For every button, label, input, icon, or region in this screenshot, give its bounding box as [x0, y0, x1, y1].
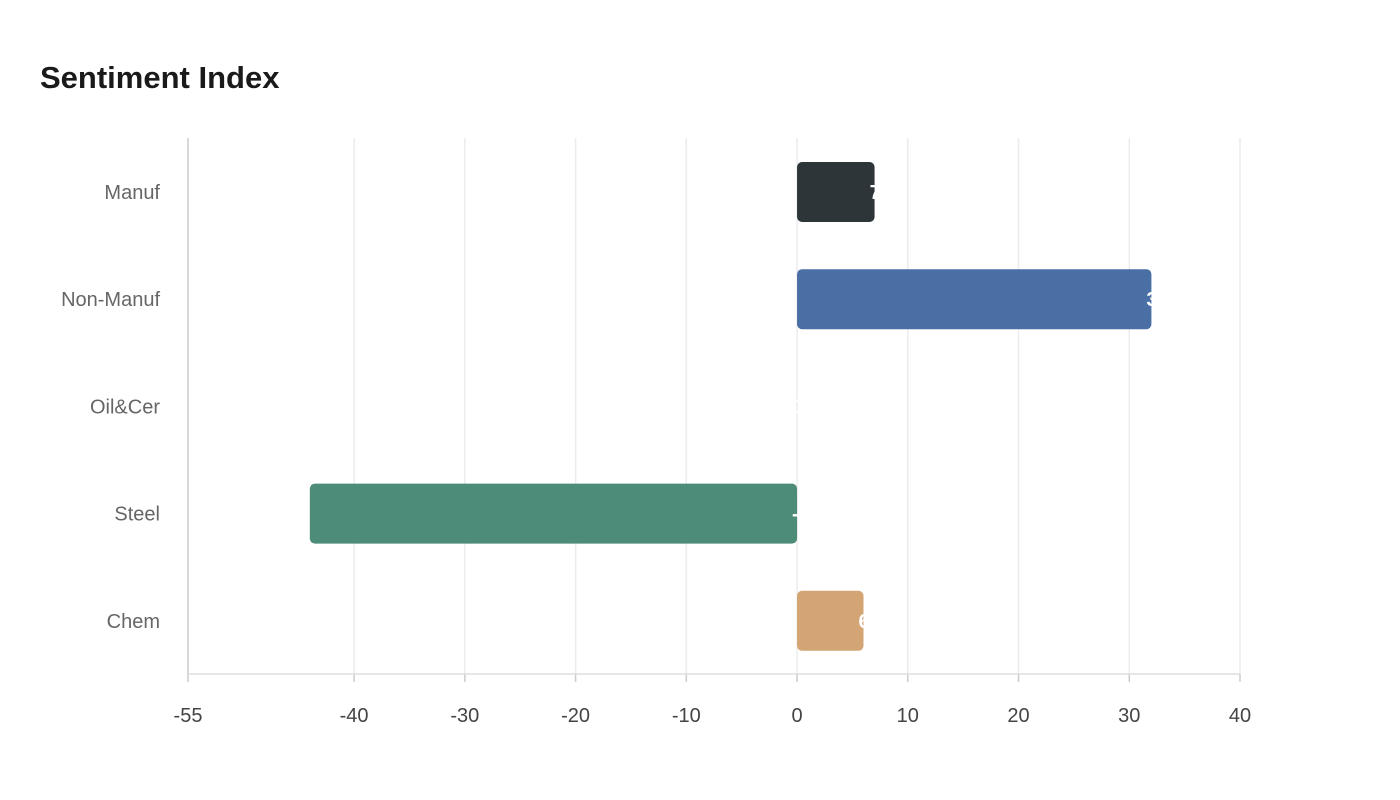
chart-title: Sentiment Index: [40, 60, 280, 95]
data-label: 0: [792, 396, 803, 418]
bar-manuf: [797, 162, 875, 222]
x-tick-label: 10: [897, 705, 919, 727]
y-category-label: Oil&Cer: [90, 396, 160, 418]
bar-steel: [309, 483, 798, 544]
y-category-label: Steel: [114, 504, 160, 526]
y-category-label: Non-Manuf: [61, 289, 160, 311]
y-category-label: Manuf: [104, 182, 160, 204]
x-tick-label: -40: [340, 705, 369, 727]
data-label: 6: [858, 611, 869, 633]
bar-chem: [797, 590, 864, 651]
x-tick-label: 0: [791, 705, 802, 727]
x-tick-label: 40: [1229, 705, 1251, 727]
x-tick-label: -55: [174, 705, 203, 727]
data-label: 7: [870, 182, 881, 204]
bar-non-manuf: [797, 269, 1152, 330]
data-label: 32: [1146, 289, 1168, 311]
data-label: -44: [792, 504, 822, 526]
x-tick-label: -20: [561, 705, 590, 727]
y-category-label: Chem: [107, 611, 160, 633]
x-tick-label: -10: [672, 705, 701, 727]
x-tick-label: 20: [1007, 705, 1029, 727]
x-tick-label: -30: [450, 705, 479, 727]
x-tick-label: 30: [1118, 705, 1140, 727]
